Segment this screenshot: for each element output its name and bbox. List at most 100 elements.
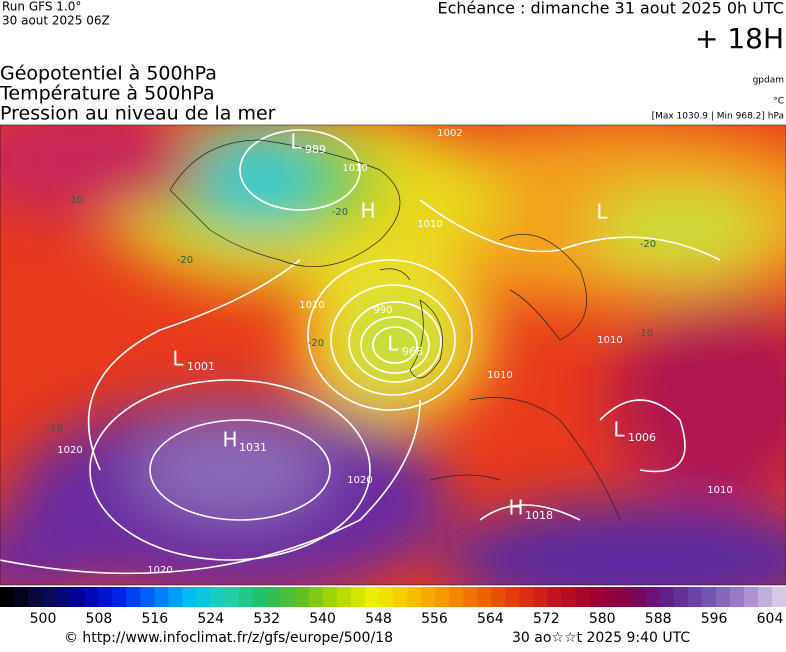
pressure-center-value: 968	[402, 345, 423, 358]
isobar-label: 990	[373, 305, 392, 316]
colorbar-swatch	[477, 587, 492, 607]
run-label: Run GFS 1.0°	[2, 0, 81, 14]
colorbar-swatch	[617, 587, 633, 607]
generated-time: 30 ao☆☆t 2025 9:40 UTC	[512, 630, 690, 646]
colorbar-tick-label: 580	[589, 611, 616, 627]
lead-time: + 18H	[695, 22, 784, 55]
pressure-center-letter: H	[508, 496, 523, 520]
colorbar-swatch	[407, 587, 422, 607]
colorbar-tick-label: 596	[701, 611, 728, 627]
colorbar-tick-label: 516	[141, 611, 168, 627]
colorbar-swatch	[70, 587, 85, 607]
pressure-center-value: 1018	[525, 509, 553, 522]
isobar-label: 1002	[437, 128, 462, 139]
colorbar-swatch	[519, 587, 534, 607]
temperature-label: -10	[637, 328, 653, 339]
colorbar-tick-label: 500	[30, 611, 57, 627]
colorbar-swatch	[196, 587, 212, 607]
unit-label: [Max 1030.9 | Min 968.2] hPa	[652, 112, 784, 122]
colorbar-swatch	[575, 587, 590, 607]
temperature-label: -20	[332, 207, 348, 218]
colorbar-swatch	[463, 587, 478, 607]
colorbar-tick-label: 564	[477, 611, 504, 627]
colorbar-swatch	[631, 587, 647, 607]
colorbar-tick-label: 540	[309, 611, 336, 627]
colorbar-swatch	[0, 587, 15, 607]
map-frame	[0, 124, 786, 586]
colorbar-swatch	[126, 587, 141, 607]
colorbar-swatch	[505, 587, 520, 607]
colorbar-swatch	[266, 587, 282, 607]
colorbar-swatch	[743, 587, 759, 607]
isobar-label: 1020	[347, 475, 372, 486]
unit-label: °C	[773, 97, 784, 107]
colorbar-swatch	[322, 587, 338, 607]
colorbar-swatch	[224, 587, 240, 607]
colorbar-swatch	[603, 587, 619, 607]
colorbar-swatch	[701, 587, 717, 607]
pressure-center-letter: H	[222, 428, 237, 452]
colorbar-swatch	[168, 587, 183, 607]
colorbar-swatch	[84, 587, 99, 607]
colorbar-swatch	[561, 587, 576, 607]
colorbar-swatch	[715, 587, 731, 607]
colorbar-tick-label: 572	[533, 611, 560, 627]
colorbar-swatch	[210, 587, 226, 607]
temperature-label: -20	[308, 338, 324, 349]
colorbar-swatch	[112, 587, 127, 607]
pressure-center-letter: L	[172, 347, 184, 371]
isobar-label: 1010	[299, 300, 324, 311]
temperature-label: -20	[640, 239, 656, 250]
isobar-label: 1020	[57, 445, 82, 456]
isobar-label: 1020	[147, 565, 172, 576]
pressure-center-value: 1001	[187, 360, 215, 373]
colorbar-swatch	[336, 587, 352, 607]
pressure-center-value: 1006	[628, 431, 656, 444]
colorbar-tick-label: 548	[365, 611, 392, 627]
colorbar-swatch	[729, 587, 745, 607]
colorbar-swatch	[589, 587, 605, 607]
colorbar-swatch	[182, 587, 197, 607]
colorbar-swatch	[294, 587, 310, 607]
colorbar-swatch	[547, 587, 562, 607]
colorbar-tick-label: 604	[757, 611, 784, 627]
field-title: Géopotentiel à 500hPa	[0, 63, 217, 85]
map	[0, 125, 786, 585]
pressure-center-letter: L	[290, 130, 302, 154]
colorbar-swatch	[280, 587, 296, 607]
colorbar-swatch	[252, 587, 268, 607]
pressure-center-letter: L	[596, 200, 608, 224]
colorbar	[0, 587, 786, 607]
colorbar-swatch	[673, 587, 689, 607]
pressure-center-letter: L	[613, 418, 625, 442]
isobars	[0, 129, 721, 575]
isobar-label: 1010	[487, 370, 512, 381]
colorbar-swatch	[771, 587, 786, 607]
isobar-label: 1010	[417, 219, 442, 230]
pressure-center-letter: H	[360, 199, 375, 223]
colorbar-swatch	[56, 587, 71, 607]
colorbar-swatch	[140, 587, 155, 607]
colorbar-swatch	[449, 587, 464, 607]
pressure-center-value: 989	[305, 143, 326, 156]
colorbar-swatch	[238, 587, 254, 607]
temperature-label: -10	[47, 423, 63, 434]
colorbar-tick-label: 508	[86, 611, 113, 627]
colorbar-swatch	[645, 587, 661, 607]
colorbar-swatch	[308, 587, 324, 607]
field-title: Pression au niveau de la mer	[0, 103, 276, 125]
colorbar-swatch	[154, 587, 169, 607]
temperature-label: -20	[177, 255, 193, 266]
colorbar-swatch	[42, 587, 57, 607]
colorbar-tick-label: 532	[253, 611, 280, 627]
isobar-label: 1010	[597, 335, 622, 346]
colorbar-swatch	[757, 587, 773, 607]
colorbar-swatch	[393, 587, 408, 607]
colorbar-swatch	[687, 587, 703, 607]
field-title: Température à 500hPa	[0, 83, 215, 105]
colorbar-swatch	[364, 587, 380, 607]
run-date: 30 aout 2025 06Z	[2, 14, 110, 28]
colorbar-swatch	[14, 587, 29, 607]
pressure-center-letter: L	[387, 332, 399, 356]
colorbar-swatch	[491, 587, 506, 607]
